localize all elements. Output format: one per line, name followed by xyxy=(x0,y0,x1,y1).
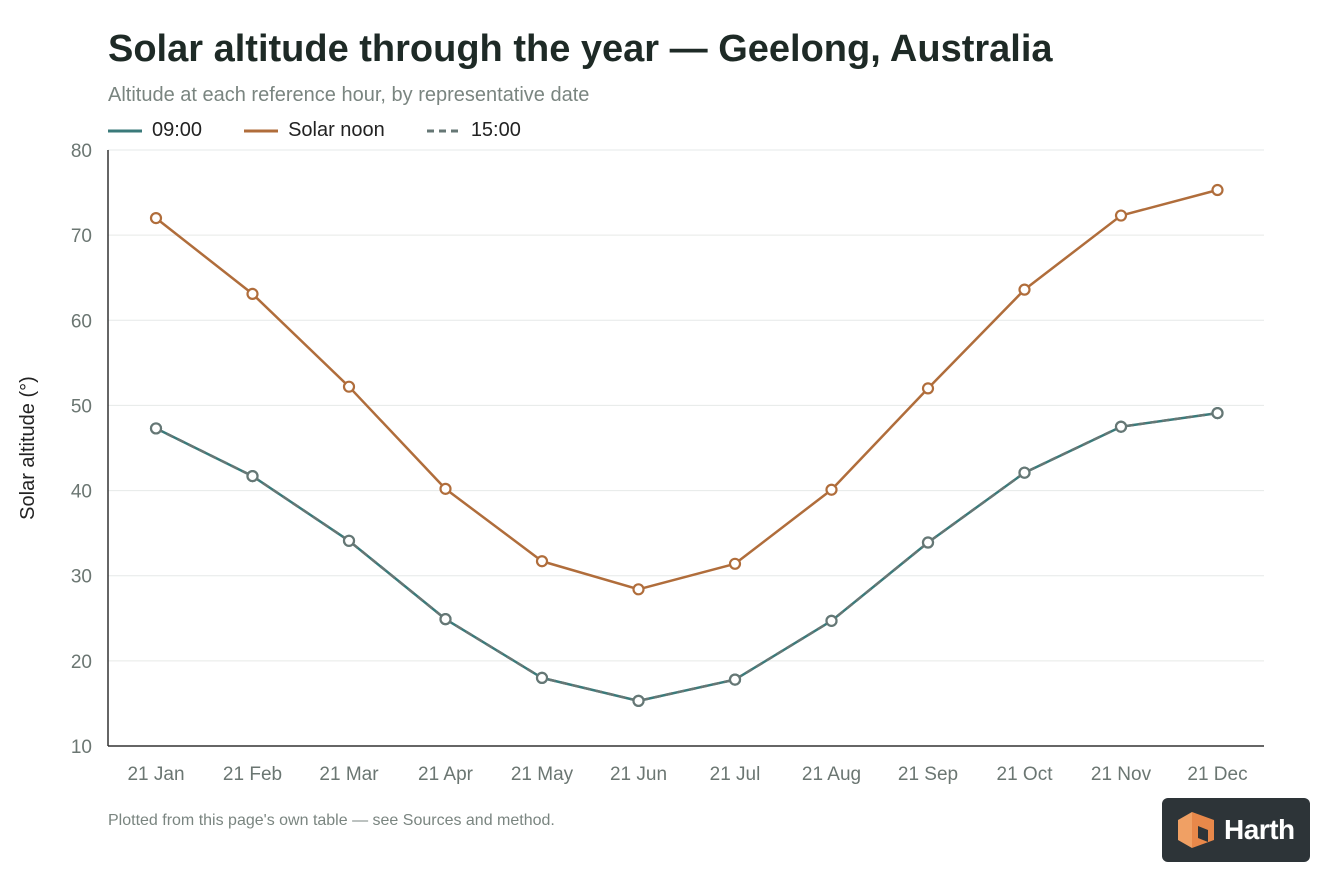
legend-label-solar-noon: Solar noon xyxy=(288,119,385,141)
harth-logo-text: Harth xyxy=(1224,814,1295,845)
data-point-solar-noon[interactable] xyxy=(1211,183,1224,197)
chart-legend: 09:00 Solar noon 15:00 xyxy=(108,119,563,142)
data-points xyxy=(149,183,1224,707)
x-tick-label: 21 Jan xyxy=(127,764,184,785)
x-tick-label: 21 Apr xyxy=(418,764,474,785)
data-point-solar-noon[interactable] xyxy=(825,483,838,496)
x-tick-label: 21 Mar xyxy=(319,764,379,785)
data-point-solar-noon[interactable] xyxy=(342,380,356,393)
data-point-solar-noon[interactable] xyxy=(535,555,549,568)
axes: 10 20 30 40 50 60 70 80 21 Jan 21 Feb 21 Mar 21 Apr… xyxy=(71,141,1264,785)
series-lines xyxy=(155,188,1218,703)
chart-subtitle: Altitude at each reference hour, by repr… xyxy=(108,84,590,106)
x-tick-label: 21 Nov xyxy=(1091,764,1152,785)
data-point-15-00[interactable] xyxy=(1018,466,1031,479)
data-point-15-00[interactable] xyxy=(825,614,838,627)
data-point-15-00[interactable] xyxy=(535,671,549,684)
y-tick-label: 80 xyxy=(71,141,92,162)
data-point-15-00[interactable] xyxy=(149,422,163,435)
data-point-solar-noon[interactable] xyxy=(1018,283,1031,296)
legend-label-0900: 09:00 xyxy=(152,119,203,141)
y-tick-label: 60 xyxy=(71,311,92,332)
data-point-solar-noon[interactable] xyxy=(246,287,259,300)
x-tick-label: 21 May xyxy=(511,764,574,785)
legend-swatch-solar-noon xyxy=(244,129,279,132)
data-point-15-00[interactable] xyxy=(246,469,259,483)
legend-swatch-1500 xyxy=(426,129,461,132)
y-tick-label: 70 xyxy=(71,226,92,247)
data-point-solar-noon[interactable] xyxy=(149,212,163,225)
harth-logo-icon xyxy=(1178,812,1214,848)
footnote: Plotted from this page's own table — see… xyxy=(108,812,555,829)
y-tick-label: 50 xyxy=(71,396,92,417)
x-tick-label: 21 Aug xyxy=(802,764,861,785)
x-tick-label: 21 Sep xyxy=(898,764,958,785)
grid-lines xyxy=(108,149,1264,662)
data-point-15-00[interactable] xyxy=(342,534,356,547)
harth-logo[interactable]: Harth xyxy=(1162,798,1310,862)
y-tick-label: 40 xyxy=(71,482,92,503)
data-point-15-00[interactable] xyxy=(1114,420,1128,433)
data-point-solar-noon[interactable] xyxy=(921,382,935,395)
legend-item-1500: 15:00 xyxy=(426,119,521,142)
y-tick-label: 10 xyxy=(71,737,92,758)
y-axis-label: Solar altitude (°) xyxy=(17,376,39,520)
data-point-15-00[interactable] xyxy=(728,673,742,686)
data-point-solar-noon[interactable] xyxy=(439,482,452,495)
x-tick-label: 21 Jul xyxy=(710,764,761,785)
x-tick-label: 21 Oct xyxy=(997,764,1054,785)
x-tick-label: 21 Feb xyxy=(223,764,282,785)
y-tick-label: 30 xyxy=(71,567,92,588)
legend-item-0900: 09:00 xyxy=(108,119,202,142)
data-point-15-00[interactable] xyxy=(921,536,935,549)
data-point-15-00[interactable] xyxy=(1211,406,1224,420)
data-point-solar-noon[interactable] xyxy=(1114,209,1128,222)
series-line-15-00 xyxy=(155,411,1218,703)
series-line-solar-noon xyxy=(155,188,1218,591)
data-point-solar-noon[interactable] xyxy=(632,583,645,596)
data-point-solar-noon[interactable] xyxy=(728,557,742,570)
y-tick-label: 20 xyxy=(71,652,92,673)
legend-label-1500: 15:00 xyxy=(470,119,521,141)
data-point-15-00[interactable] xyxy=(439,613,452,626)
x-tick-label: 21 Jun xyxy=(610,764,667,785)
legend-item-solar-noon: Solar noon xyxy=(244,119,385,142)
x-tick-label: 21 Dec xyxy=(1187,764,1247,785)
chart-title: Solar altitude through the year — Geelon… xyxy=(108,28,1053,70)
series-line-09-00 xyxy=(155,411,1218,703)
data-point-15-00[interactable] xyxy=(632,694,645,707)
legend-swatch-0900 xyxy=(108,129,142,132)
